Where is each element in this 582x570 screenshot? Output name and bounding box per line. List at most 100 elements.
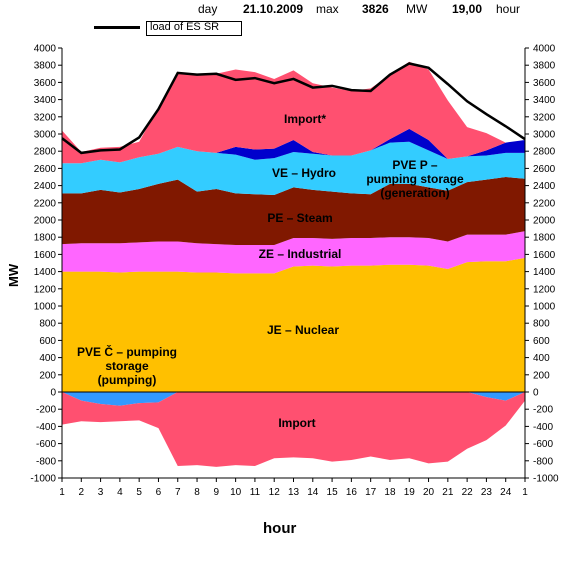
y-tick-label-right: -800 bbox=[533, 456, 553, 467]
y-tick-label-left: 2800 bbox=[34, 147, 57, 158]
y-tick-label-right: -1000 bbox=[533, 474, 559, 485]
y-tick-label-left: 3800 bbox=[34, 61, 57, 72]
annotation-industrial: ZE – Industrial bbox=[258, 247, 342, 261]
y-tick-label-left: 3000 bbox=[34, 130, 57, 141]
legend-box bbox=[146, 21, 242, 36]
x-tick-label: 19 bbox=[404, 487, 416, 498]
y-tick-label-right: 0 bbox=[533, 388, 539, 399]
date-value: 21.10.2009 bbox=[243, 2, 304, 16]
x-tick-label: 23 bbox=[481, 487, 493, 498]
y-tick-label-left: 1400 bbox=[34, 267, 57, 278]
x-tick-label: 1 bbox=[522, 487, 528, 498]
annotation-pvep-line1: PVE P – bbox=[392, 158, 438, 172]
y-tick-label-right: 3800 bbox=[533, 61, 556, 72]
x-tick-label: 17 bbox=[365, 487, 377, 498]
annotation-import-top: Import* bbox=[284, 112, 326, 126]
y-tick-label-right: 1200 bbox=[533, 284, 556, 295]
max-label: max bbox=[316, 2, 339, 16]
area-ve-hydro bbox=[62, 141, 525, 196]
y-tick-label-left: 1000 bbox=[34, 302, 57, 313]
annotation-pvep-line3: (generation) bbox=[380, 186, 450, 200]
y-tick-label-left: 400 bbox=[39, 353, 56, 364]
y-tick-label-left: 2600 bbox=[34, 164, 57, 175]
area-neg-pve-pumping-storage-pumping bbox=[62, 392, 525, 406]
y-tick-label-right: 1600 bbox=[533, 250, 556, 261]
y-tick-label-right: 3000 bbox=[533, 130, 556, 141]
annotation-import-bottom: Import bbox=[278, 416, 316, 430]
y-tick-label-left: 1800 bbox=[34, 233, 57, 244]
x-tick-label: 16 bbox=[346, 487, 358, 498]
x-tick-label: 24 bbox=[500, 487, 512, 498]
x-tick-label: 13 bbox=[288, 487, 300, 498]
y-tick-label-right: 1800 bbox=[533, 233, 556, 244]
x-tick-label: 18 bbox=[384, 487, 396, 498]
y-axis-left: -1000 -800 -600 -400 -200 0 200 400 600 800 1000 12… bbox=[30, 44, 62, 485]
x-tick-label: 22 bbox=[462, 487, 474, 498]
y-tick-label-left: -1000 bbox=[30, 474, 56, 485]
y-tick-label-left: 3200 bbox=[34, 112, 57, 123]
y-tick-label-left: 0 bbox=[50, 388, 56, 399]
hour-label: hour bbox=[496, 2, 521, 16]
x-tick-label: 10 bbox=[230, 487, 242, 498]
area-neg-import bbox=[62, 392, 525, 467]
annotation-pvec-line1: PVE Č – pumping bbox=[76, 345, 177, 359]
max-value: 3826 bbox=[362, 2, 389, 16]
time-value: 19,00 bbox=[452, 2, 483, 16]
y-tick-label-left: -800 bbox=[36, 456, 56, 467]
annotation-pvec: PVE Č – pumping storage (pumping) bbox=[64, 345, 190, 387]
y-tick-label-right: -200 bbox=[533, 405, 553, 416]
annotation-pvep-line2: pumping storage bbox=[366, 172, 464, 186]
y-tick-label-right: 3200 bbox=[533, 112, 556, 123]
y-tick-label-right: 600 bbox=[533, 336, 550, 347]
x-tick-label: 14 bbox=[307, 487, 319, 498]
y-tick-label-left: 3600 bbox=[34, 78, 57, 89]
x-tick-label: 6 bbox=[156, 487, 162, 498]
x-tick-label: 5 bbox=[136, 487, 142, 498]
y-tick-label-right: 1400 bbox=[533, 267, 556, 278]
load-line bbox=[61, 62, 526, 155]
y-tick-label-right: 2600 bbox=[533, 164, 556, 175]
y-tick-label-right: 3600 bbox=[533, 78, 556, 89]
y-tick-label-left: 2200 bbox=[34, 198, 57, 209]
y-tick-label-right: 2800 bbox=[533, 147, 556, 158]
x-tick-label: 2 bbox=[79, 487, 85, 498]
y-tick-label-right: 1000 bbox=[533, 302, 556, 313]
x-tick-label: 1 bbox=[59, 487, 65, 498]
y-tick-label-left: 200 bbox=[39, 370, 56, 381]
legend-line-swatch bbox=[94, 26, 140, 29]
x-tick-label: 21 bbox=[442, 487, 454, 498]
day-label: day bbox=[198, 2, 218, 16]
y-tick-label-left: -200 bbox=[36, 405, 56, 416]
y-tick-label-right: -400 bbox=[533, 422, 553, 433]
area-layers bbox=[62, 61, 525, 467]
annotation-hydro: VE – Hydro bbox=[271, 166, 337, 180]
x-axis-title: hour bbox=[263, 520, 297, 537]
x-axis: 1 2 3 4 5 6 7 8 9 10 11 12 13 14 15 16 17 18 19 20 21 22 23 24 1 bbox=[59, 478, 528, 498]
area-je-nuclear bbox=[62, 257, 525, 392]
annotation-pvep: PVE P – pumping storage (generation) bbox=[355, 158, 475, 200]
x-tick-label: 12 bbox=[269, 487, 281, 498]
y-tick-label-right: 400 bbox=[533, 353, 550, 364]
y-tick-label-left: 800 bbox=[39, 319, 56, 330]
unit-label: MW bbox=[406, 2, 428, 16]
x-tick-label: 4 bbox=[117, 487, 123, 498]
y-tick-label-left: 1600 bbox=[34, 250, 57, 261]
y-tick-label-right: 800 bbox=[533, 319, 550, 330]
x-tick-label: 20 bbox=[423, 487, 435, 498]
y-axis-title: MW bbox=[6, 263, 21, 287]
x-tick-label: 9 bbox=[214, 487, 220, 498]
y-tick-label-right: 200 bbox=[533, 370, 550, 381]
area-ze-industrial bbox=[62, 231, 525, 274]
y-tick-label-right: 3400 bbox=[533, 95, 556, 106]
y-tick-label-right: 4000 bbox=[533, 44, 556, 55]
y-axis-right: -1000 -800 -600 -400 -200 0 200 400 600 800 1000 12… bbox=[525, 44, 559, 485]
annotation-pvec-line3: (pumping) bbox=[97, 373, 157, 387]
area-pe-steam bbox=[62, 177, 525, 245]
y-tick-label-left: 600 bbox=[39, 336, 56, 347]
y-tick-label-left: 2000 bbox=[34, 216, 57, 227]
x-tick-label: 8 bbox=[194, 487, 200, 498]
legend-label: load of ES SR bbox=[150, 21, 220, 33]
x-tick-label: 7 bbox=[175, 487, 181, 498]
y-tick-label-right: 2400 bbox=[533, 181, 556, 192]
